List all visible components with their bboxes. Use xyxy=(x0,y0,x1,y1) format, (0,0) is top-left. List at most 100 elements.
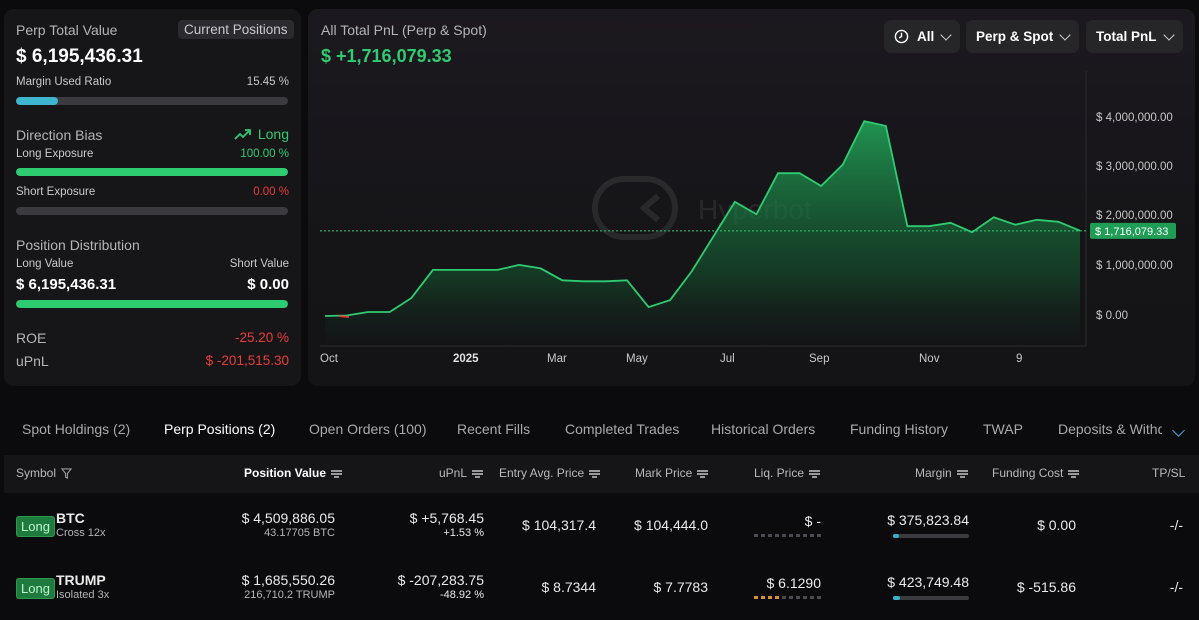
tab-open-orders[interactable]: Open Orders (100) xyxy=(309,421,427,437)
direction-bias-label: Direction Bias xyxy=(16,127,103,143)
x-tick: 9 xyxy=(1016,353,1023,365)
sort-icon xyxy=(472,469,484,478)
side-badge: Long xyxy=(16,578,55,599)
th-label: Symbol xyxy=(16,466,57,480)
th-upnl[interactable]: uPnL xyxy=(439,466,484,480)
upnl-percent: -48.92 % xyxy=(439,589,484,601)
tpsl[interactable]: -/- xyxy=(1169,579,1183,595)
pnl-area xyxy=(325,121,1080,346)
tpsl[interactable]: -/- xyxy=(1169,517,1183,533)
tab-historical-orders[interactable]: Historical Orders xyxy=(711,421,816,437)
sort-icon xyxy=(1068,469,1080,478)
th-symbol[interactable]: Symbol xyxy=(16,466,73,480)
x-tick: Sep xyxy=(809,353,830,365)
direction-bias-value: Long xyxy=(257,126,289,142)
tab-twap[interactable]: TWAP xyxy=(983,421,1023,437)
symbol[interactable]: BTC xyxy=(56,510,85,526)
tabs-scroll-button[interactable] xyxy=(1172,422,1186,437)
margin-mode: Cross 12x xyxy=(56,527,106,539)
funding-cost: $ 0.00 xyxy=(1037,517,1076,533)
upnl-percent: +1.53 % xyxy=(443,527,484,539)
trending-up-icon xyxy=(234,129,251,140)
chart-total-value: $ +1,716,079.33 xyxy=(321,46,452,66)
y-tick: $ 0.00 xyxy=(1096,310,1128,322)
funding-cost: $ -515.86 xyxy=(1016,579,1076,595)
x-tick: Mar xyxy=(547,353,567,365)
positions-table-header: Symbol Position Value uPnL Entry Avg. Pr… xyxy=(4,455,1199,493)
y-tick: $ 1,000,000.00 xyxy=(1096,260,1173,272)
scope-value: Perp & Spot xyxy=(976,29,1054,44)
tab-spot-holdings[interactable]: Spot Holdings (2) xyxy=(22,421,131,437)
liq-price: $ 6.1290 xyxy=(766,575,822,591)
long-exposure-label: Long Exposure xyxy=(16,148,94,160)
margin-used-bar xyxy=(16,97,288,105)
long-exposure-bar xyxy=(16,168,288,176)
filter-icon xyxy=(61,467,73,479)
long-value-label: Long Value xyxy=(16,258,74,270)
margin: $ 375,823.84 xyxy=(887,512,969,528)
perp-total-value: $ 6,195,436.31 xyxy=(16,46,143,67)
margin-mode: Isolated 3x xyxy=(56,589,110,601)
time-range-value: All xyxy=(917,29,935,44)
liq-distance-indicator xyxy=(754,596,821,599)
pnl-area-chart[interactable]: Hyperbot $ 1,716,079.33 xyxy=(308,9,1195,386)
margin: $ 423,749.48 xyxy=(887,574,969,590)
positions-tabs: Spot Holdings (2) Perp Positions (2) Ope… xyxy=(0,410,1199,448)
position-size: 43.17705 BTC xyxy=(264,527,335,539)
th-entry-price[interactable]: Entry Avg. Price xyxy=(499,466,601,480)
current-value-tag: $ 1,716,079.33 xyxy=(1090,222,1176,239)
th-liq-price[interactable]: Liq. Price xyxy=(754,466,821,480)
clock-icon xyxy=(894,29,909,44)
scope-dropdown[interactable]: Perp & Spot xyxy=(966,20,1080,53)
position-size: 216,710.2 TRUMP xyxy=(244,589,335,601)
margin-used-label: Margin Used Ratio xyxy=(16,76,112,88)
entry-price: $ 8.7344 xyxy=(541,579,597,595)
tab-completed-trades[interactable]: Completed Trades xyxy=(565,421,680,437)
pnl-line xyxy=(324,120,1081,317)
metric-dropdown[interactable]: Total PnL xyxy=(1086,20,1183,53)
y-tick: $ 2,000,000.00 xyxy=(1096,210,1173,222)
th-label: Mark Price xyxy=(635,466,693,480)
margin-used-value: 15.45 % xyxy=(246,76,289,88)
long-exposure-value: 100.00 % xyxy=(240,148,289,160)
th-label: Funding Cost xyxy=(992,466,1064,480)
current-positions-button[interactable]: Current Positions xyxy=(178,20,294,39)
tab-deposits-withdrawals[interactable]: Deposits & Withd xyxy=(1058,421,1162,437)
chevron-down-icon xyxy=(1172,424,1185,437)
pnl-chart-card: All Total PnL (Perp & Spot) $ +1,716,079… xyxy=(308,9,1195,386)
tab-perp-positions[interactable]: Perp Positions (2) xyxy=(164,421,276,437)
long-value: $ 6,195,436.31 xyxy=(16,276,117,293)
table-row[interactable]: Long BTC Cross 12x $ 4,509,886.05 43.177… xyxy=(4,496,1199,558)
upnl-label: uPnL xyxy=(16,353,49,369)
margin-bar xyxy=(893,534,969,538)
liq-price: $ - xyxy=(804,513,821,529)
sort-icon xyxy=(697,469,709,478)
short-value-label: Short Value xyxy=(229,258,289,270)
mark-price: $ 7.7783 xyxy=(653,579,709,595)
table-row[interactable]: Long TRUMP Isolated 3x $ 1,685,550.26 21… xyxy=(4,558,1199,620)
th-mark-price[interactable]: Mark Price xyxy=(635,466,709,480)
th-position-value[interactable]: Position Value xyxy=(244,466,343,480)
symbol[interactable]: TRUMP xyxy=(56,572,106,588)
margin-bar xyxy=(893,596,969,600)
th-margin[interactable]: Margin xyxy=(915,466,968,480)
short-value: $ 0.00 xyxy=(247,276,289,293)
roe-label: ROE xyxy=(16,330,47,346)
x-tick: 2025 xyxy=(453,353,479,365)
tab-recent-fills[interactable]: Recent Fills xyxy=(457,421,531,437)
short-exposure-bar xyxy=(16,207,288,215)
time-range-dropdown[interactable]: All xyxy=(884,20,961,53)
x-tick: Nov xyxy=(919,353,940,365)
sort-icon xyxy=(331,469,343,478)
th-label: Margin xyxy=(915,466,952,480)
y-tick: $ 3,000,000.00 xyxy=(1096,161,1173,173)
th-funding-cost[interactable]: Funding Cost xyxy=(992,466,1080,480)
entry-price: $ 104,317.4 xyxy=(522,517,596,533)
y-tick: $ 4,000,000.00 xyxy=(1096,112,1173,124)
th-label: Position Value xyxy=(244,466,327,480)
x-tick: Jul xyxy=(720,353,735,365)
perp-total-label: Perp Total Value xyxy=(16,22,118,38)
pnl-line-negative xyxy=(338,315,350,318)
tab-funding-history[interactable]: Funding History xyxy=(850,421,949,437)
metric-value: Total PnL xyxy=(1096,29,1157,44)
